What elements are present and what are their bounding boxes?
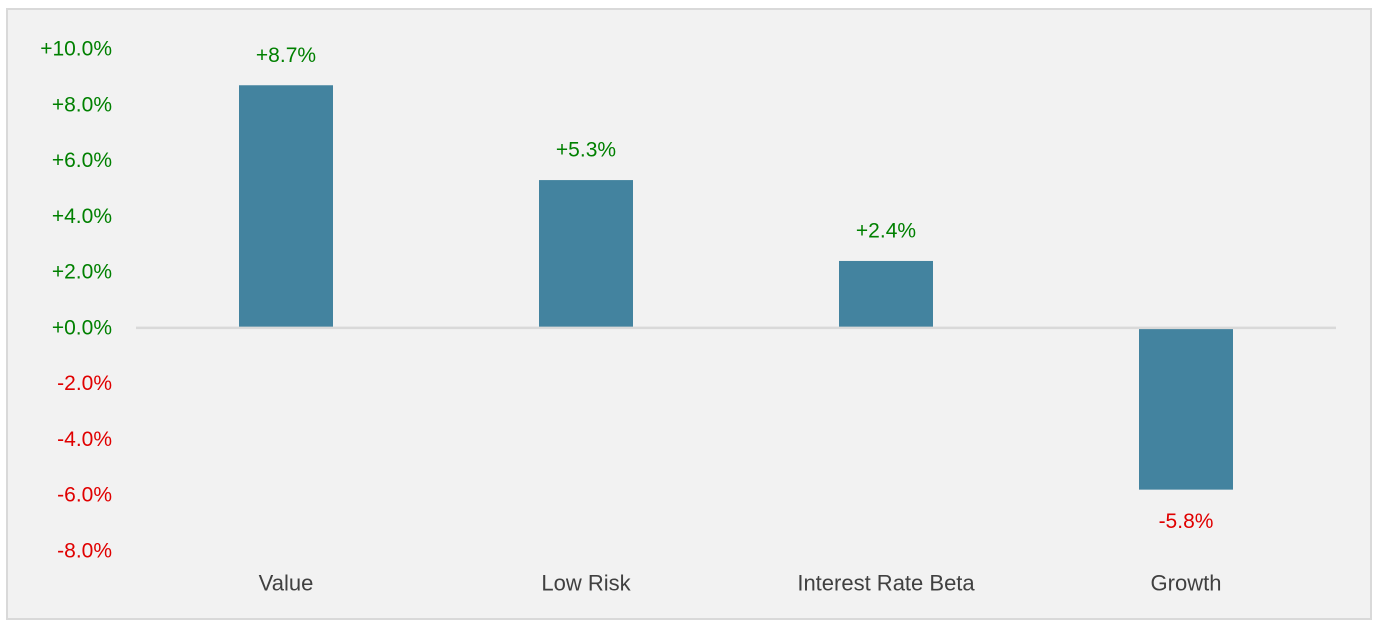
y-tick-label: +10.0% <box>40 38 112 61</box>
category-label: Growth <box>1151 571 1222 596</box>
category-label: Low Risk <box>541 571 631 596</box>
bar <box>1139 327 1233 490</box>
bar <box>239 85 333 328</box>
data-label: +8.7% <box>256 44 316 67</box>
y-tick-label: +2.0% <box>52 261 112 284</box>
bar <box>539 180 633 328</box>
data-label: +5.3% <box>556 139 616 162</box>
y-tick-label: -8.0% <box>57 540 112 563</box>
bar <box>839 260 933 328</box>
y-tick-label: -2.0% <box>57 372 112 395</box>
y-tick-label: -6.0% <box>57 484 112 507</box>
data-label: +2.4% <box>856 219 916 242</box>
y-tick-label: -4.0% <box>57 428 112 451</box>
chart-area: +10.0% +8.0% +6.0% +4.0% +2.0% +0.0% -2.0% -4.0… <box>6 8 1372 620</box>
data-label: -5.8% <box>1159 510 1214 533</box>
category-label: Value <box>259 571 314 596</box>
y-tick-label: +8.0% <box>52 93 112 116</box>
bar-chart: +10.0% +8.0% +6.0% +4.0% +2.0% +0.0% -2.0% -4.0… <box>40 38 1336 596</box>
y-tick-label: +0.0% <box>52 316 112 339</box>
category-label: Interest Rate Beta <box>797 571 975 596</box>
y-tick-label: +4.0% <box>52 205 112 228</box>
y-tick-label: +6.0% <box>52 149 112 172</box>
